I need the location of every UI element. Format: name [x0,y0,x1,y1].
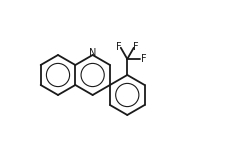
Text: F: F [142,54,147,64]
Text: F: F [116,42,122,52]
Text: N: N [89,49,96,59]
Text: F: F [133,42,139,52]
